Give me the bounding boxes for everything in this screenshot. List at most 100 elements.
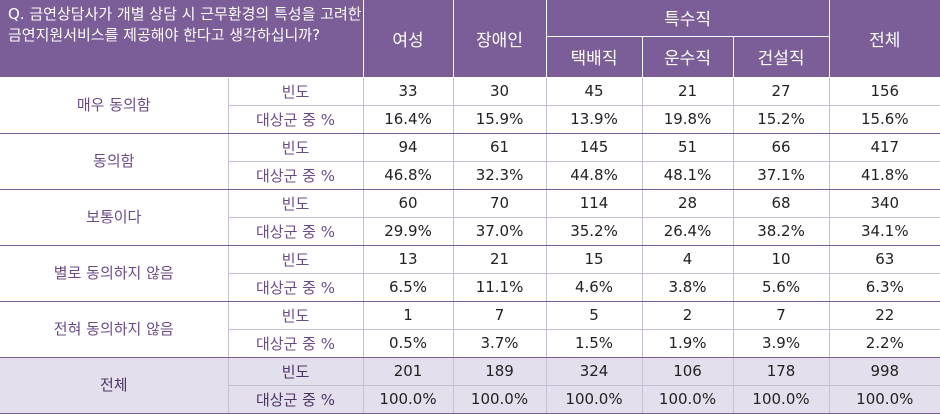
freq-cell: 21 (453, 245, 547, 274)
pct-cell: 6.5% (363, 273, 454, 302)
pct-label: 대상군 중 % (228, 161, 364, 190)
pct-cell: 26.4% (642, 217, 734, 246)
col-header-construction: 건설직 (733, 36, 830, 78)
freq-cell: 145 (546, 133, 643, 162)
pct-cell: 15.2% (733, 105, 830, 134)
pct-cell: 100.0% (733, 385, 830, 414)
pct-cell: 3.9% (733, 329, 830, 358)
pct-cell: 100.0% (546, 385, 643, 414)
pct-cell: 38.2% (733, 217, 830, 246)
freq-cell: 4 (642, 245, 734, 274)
pct-cell: 35.2% (546, 217, 643, 246)
freq-label: 빈도 (228, 245, 364, 274)
row-category: 보통이다 (0, 189, 229, 246)
pct-cell: 0.5% (363, 329, 454, 358)
pct-cell: 4.6% (546, 273, 643, 302)
table-row: 대상군 중 % 29.9% 37.0% 35.2% 26.4% 38.2% 34.1% (0, 217, 940, 246)
freq-cell: 10 (733, 245, 830, 274)
pct-cell: 15.9% (453, 105, 547, 134)
row-category: 전체 (0, 357, 229, 414)
table-row: 전혀 동의하지 않음 빈도 1 7 5 2 7 22 (0, 301, 940, 358)
freq-cell: 1 (363, 301, 454, 330)
freq-cell: 114 (546, 189, 643, 218)
pct-cell: 1.9% (642, 329, 734, 358)
freq-cell: 60 (363, 189, 454, 218)
table-row: 대상군 중 % 6.5% 11.1% 4.6% 3.8% 5.6% 6.3% (0, 273, 940, 302)
freq-cell: 70 (453, 189, 547, 218)
freq-cell: 61 (453, 133, 547, 162)
pct-cell: 48.1% (642, 161, 734, 190)
freq-label: 빈도 (228, 357, 364, 386)
freq-label: 빈도 (228, 189, 364, 218)
pct-cell: 100.0% (453, 385, 547, 414)
freq-cell: 45 (546, 77, 643, 106)
table-row: 매우 동의함 빈도 33 30 45 21 27 156 (0, 77, 940, 134)
row-category: 동의함 (0, 133, 229, 190)
table-row: 보통이다 빈도 60 70 114 28 68 340 (0, 189, 940, 246)
freq-cell: 7 (733, 301, 830, 330)
freq-cell: 21 (642, 77, 734, 106)
table-row: 전체 빈도 201 189 324 106 178 998 (0, 357, 940, 414)
table-row: 동의함 빈도 94 61 145 51 66 417 (0, 133, 940, 190)
col-header-delivery: 택배직 (546, 36, 643, 78)
pct-label: 대상군 중 % (228, 329, 364, 358)
pct-cell: 16.4% (363, 105, 454, 134)
row-category: 전혀 동의하지 않음 (0, 301, 229, 358)
freq-cell: 201 (363, 357, 454, 386)
freq-cell: 28 (642, 189, 734, 218)
pct-cell: 11.1% (453, 273, 547, 302)
pct-cell: 6.3% (829, 273, 940, 302)
pct-cell: 15.6% (829, 105, 940, 134)
freq-cell: 13 (363, 245, 454, 274)
group-header-special: 특수직 (546, 0, 830, 37)
pct-cell: 3.8% (642, 273, 734, 302)
freq-cell: 66 (733, 133, 830, 162)
pct-cell: 19.8% (642, 105, 734, 134)
freq-cell: 22 (829, 301, 940, 330)
pct-cell: 5.6% (733, 273, 830, 302)
freq-cell: 324 (546, 357, 643, 386)
table-row: 대상군 중 % 16.4% 15.9% 13.9% 19.8% 15.2% 15.6% (0, 105, 940, 134)
table-row: 별로 동의하지 않음 빈도 13 21 15 4 10 63 (0, 245, 940, 302)
freq-cell: 178 (733, 357, 830, 386)
pct-cell: 100.0% (829, 385, 940, 414)
freq-cell: 30 (453, 77, 547, 106)
pct-label: 대상군 중 % (228, 105, 364, 134)
pct-cell: 100.0% (642, 385, 734, 414)
freq-cell: 15 (546, 245, 643, 274)
freq-cell: 94 (363, 133, 454, 162)
col-header-total: 전체 (829, 0, 940, 78)
pct-label: 대상군 중 % (228, 273, 364, 302)
freq-cell: 2 (642, 301, 734, 330)
freq-cell: 998 (829, 357, 940, 386)
pct-cell: 1.5% (546, 329, 643, 358)
table-row: 대상군 중 % 0.5% 3.7% 1.5% 1.9% 3.9% 2.2% (0, 329, 940, 358)
freq-cell: 51 (642, 133, 734, 162)
freq-cell: 106 (642, 357, 734, 386)
row-category: 매우 동의함 (0, 77, 229, 134)
pct-cell: 13.9% (546, 105, 643, 134)
freq-cell: 417 (829, 133, 940, 162)
freq-cell: 156 (829, 77, 940, 106)
table-row: 대상군 중 % 100.0% 100.0% 100.0% 100.0% 100.0% 100… (0, 385, 940, 414)
freq-cell: 5 (546, 301, 643, 330)
table-row: 대상군 중 % 46.8% 32.3% 44.8% 48.1% 37.1% 41.8% (0, 161, 940, 190)
freq-cell: 33 (363, 77, 454, 106)
freq-cell: 68 (733, 189, 830, 218)
freq-label: 빈도 (228, 77, 364, 106)
pct-cell: 34.1% (829, 217, 940, 246)
freq-cell: 189 (453, 357, 547, 386)
pct-cell: 41.8% (829, 161, 940, 190)
freq-label: 빈도 (228, 133, 364, 162)
pct-cell: 46.8% (363, 161, 454, 190)
row-category: 별로 동의하지 않음 (0, 245, 229, 302)
freq-cell: 7 (453, 301, 547, 330)
freq-cell: 340 (829, 189, 940, 218)
freq-cell: 27 (733, 77, 830, 106)
pct-cell: 44.8% (546, 161, 643, 190)
col-header-transport: 운수직 (642, 36, 734, 78)
freq-label: 빈도 (228, 301, 364, 330)
col-header-disabled: 장애인 (453, 0, 547, 78)
col-header-female: 여성 (363, 0, 454, 78)
